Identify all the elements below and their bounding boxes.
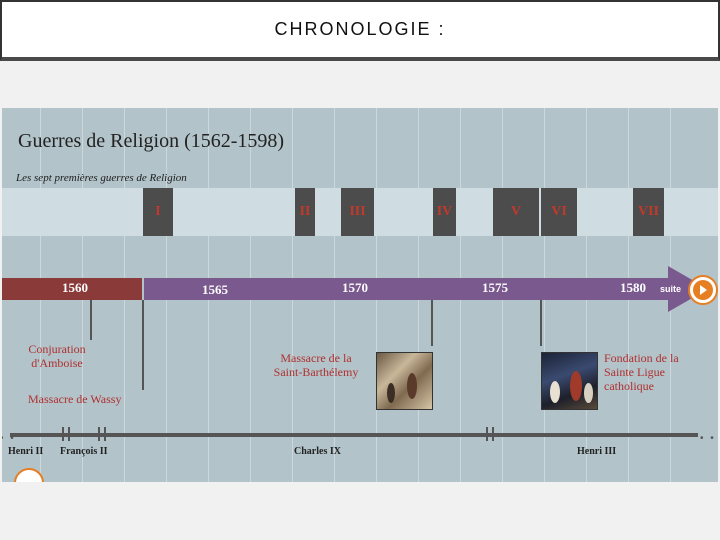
timeline-subheading: Les sept premières guerres de Religion <box>16 172 187 184</box>
figure-shape <box>407 373 417 399</box>
reign-line-dots: • • <box>700 433 716 444</box>
event-sainte-ligue[interactable]: Fondation de la Sainte Ligue catholique <box>604 351 679 393</box>
year-label: 1570 <box>342 280 368 295</box>
next-button[interactable] <box>688 275 718 305</box>
king-label: Henri II <box>8 446 44 457</box>
king-label: Henri III <box>577 446 617 457</box>
war-marker[interactable]: IV <box>433 188 456 236</box>
event-tick <box>431 300 433 346</box>
slide-title-box: CHRONOLOGIE : <box>0 0 720 61</box>
reign-tick <box>492 427 494 441</box>
next-arrow-icon <box>693 280 713 300</box>
reign-tick <box>68 427 70 441</box>
event-line: d'Amboise <box>31 356 83 370</box>
reign-line <box>10 433 698 437</box>
period-bar-brown <box>2 278 142 300</box>
event-amboise[interactable]: Conjuration d'Amboise <box>16 342 98 370</box>
event-line: catholique <box>604 379 654 393</box>
king-label: Charles IX <box>294 446 341 457</box>
event-line: Conjuration <box>28 342 86 356</box>
event-tick <box>142 300 144 390</box>
reign-tick <box>104 427 106 441</box>
saint-barthelemy-painting-thumbnail[interactable] <box>376 352 433 410</box>
event-tick <box>540 300 542 346</box>
event-wassy[interactable]: Massacre de Wassy <box>28 392 122 406</box>
period-bar-purple <box>144 278 670 300</box>
event-line: Sainte Ligue <box>604 365 665 379</box>
suite-label[interactable]: suite <box>660 284 682 294</box>
event-tick <box>90 300 92 340</box>
king-label: François II <box>60 446 108 457</box>
timeline-heading: Guerres de Religion (1562-1598) <box>18 130 285 152</box>
sainte-ligue-painting-thumbnail[interactable] <box>541 352 598 410</box>
year-label: 1565 <box>202 282 228 297</box>
reign-line-dots: • • <box>2 433 16 444</box>
year-label: 1560 <box>62 280 88 295</box>
war-marker[interactable]: I <box>143 188 173 236</box>
year-label: 1580 <box>620 280 646 295</box>
reign-tick <box>486 427 488 441</box>
wars-band: I II III IV V VI VII <box>2 188 718 236</box>
figure-shape <box>550 381 560 403</box>
slide-title: CHRONOLOGIE : <box>274 19 446 39</box>
event-line: Fondation de la <box>604 351 679 365</box>
event-line: Saint-Barthélemy <box>273 365 359 379</box>
event-saint-barthelemy[interactable]: Massacre de la Saint-Barthélemy <box>258 351 374 379</box>
war-marker[interactable]: III <box>341 188 374 236</box>
reign-tick <box>62 427 64 441</box>
reign-tick <box>98 427 100 441</box>
event-line: Massacre de la <box>280 351 352 365</box>
year-label: 1575 <box>482 280 508 295</box>
war-marker[interactable]: VII <box>633 188 664 236</box>
war-marker[interactable]: II <box>295 188 315 236</box>
timeline-panel: Guerres de Religion (1562-1598) Les sept… <box>2 108 718 482</box>
war-marker[interactable]: V <box>493 188 539 236</box>
figure-shape <box>570 371 582 401</box>
war-marker[interactable]: VI <box>541 188 577 236</box>
figure-shape <box>584 383 593 403</box>
figure-shape <box>387 383 395 403</box>
